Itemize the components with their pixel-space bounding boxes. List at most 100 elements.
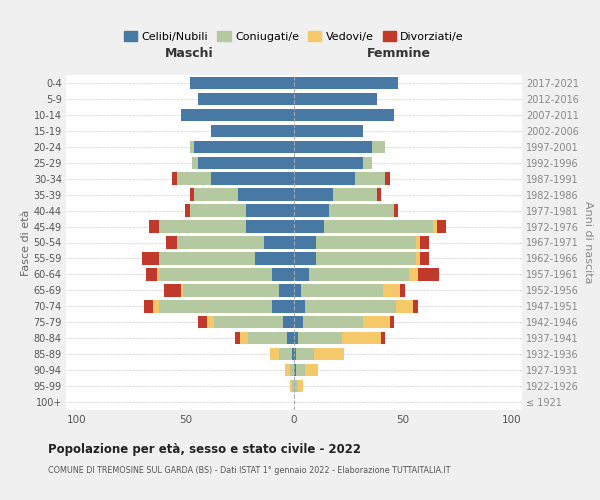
Bar	[400, 284, 405, 296]
Bar	[255, 252, 294, 264]
Bar	[246, 204, 294, 217]
Bar	[294, 252, 316, 264]
Bar	[383, 284, 400, 296]
Bar	[394, 204, 398, 217]
Bar	[294, 220, 325, 233]
Bar	[294, 204, 329, 217]
Bar	[192, 156, 199, 169]
Bar	[164, 284, 181, 296]
Bar	[381, 332, 385, 344]
Text: COMUNE DI TREMOSINE SUL GARDA (BS) - Dati ISTAT 1° gennaio 2022 - Elaborazione T: COMUNE DI TREMOSINE SUL GARDA (BS) - Dat…	[48, 466, 451, 475]
Bar	[294, 348, 296, 360]
Bar	[372, 140, 385, 153]
Bar	[433, 220, 437, 233]
Bar	[181, 108, 294, 121]
Bar	[385, 172, 389, 185]
Text: Femmine: Femmine	[367, 47, 431, 60]
Legend: Celibi/Nubili, Coniugati/e, Vedovi/e, Divorziati/e: Celibi/Nubili, Coniugati/e, Vedovi/e, Di…	[119, 27, 469, 46]
Bar	[190, 77, 294, 89]
Bar	[240, 332, 248, 344]
Bar	[355, 172, 385, 185]
Bar	[290, 380, 292, 392]
Bar	[194, 140, 294, 153]
Bar	[142, 252, 160, 264]
Bar	[160, 300, 272, 312]
Bar	[214, 316, 283, 328]
Bar	[185, 204, 190, 217]
Bar	[279, 348, 292, 360]
Bar	[149, 220, 160, 233]
Bar	[207, 316, 214, 328]
Bar	[211, 172, 294, 185]
Bar	[177, 236, 263, 248]
Bar	[263, 236, 294, 248]
Bar	[294, 316, 302, 328]
Bar	[160, 252, 255, 264]
Bar	[294, 92, 377, 105]
Bar	[329, 204, 394, 217]
Bar	[294, 108, 394, 121]
Bar	[283, 316, 294, 328]
Bar	[377, 188, 381, 201]
Bar	[294, 140, 372, 153]
Bar	[194, 188, 238, 201]
Bar	[157, 268, 160, 280]
Bar	[294, 188, 333, 201]
Bar	[294, 332, 298, 344]
Bar	[199, 156, 294, 169]
Bar	[294, 236, 316, 248]
Bar	[309, 268, 409, 280]
Bar	[290, 364, 294, 376]
Bar	[305, 364, 318, 376]
Bar	[146, 268, 157, 280]
Bar	[292, 380, 294, 392]
Bar	[314, 348, 344, 360]
Bar	[172, 172, 177, 185]
Bar	[301, 284, 383, 296]
Bar	[190, 188, 194, 201]
Bar	[183, 284, 279, 296]
Bar	[199, 92, 294, 105]
Bar	[364, 316, 389, 328]
Bar	[294, 156, 364, 169]
Bar	[153, 300, 160, 312]
Bar	[333, 188, 377, 201]
Bar	[305, 300, 396, 312]
Bar	[296, 364, 305, 376]
Bar	[248, 332, 287, 344]
Bar	[294, 77, 398, 89]
Bar	[325, 220, 433, 233]
Bar	[294, 172, 355, 185]
Bar	[144, 300, 153, 312]
Bar	[190, 140, 194, 153]
Bar	[294, 300, 305, 312]
Bar	[413, 300, 418, 312]
Bar	[342, 332, 381, 344]
Bar	[294, 380, 298, 392]
Bar	[246, 220, 294, 233]
Bar	[396, 300, 413, 312]
Bar	[238, 188, 294, 201]
Y-axis label: Fasce di età: Fasce di età	[20, 210, 31, 276]
Bar	[294, 364, 296, 376]
Bar	[389, 316, 394, 328]
Bar	[272, 268, 294, 280]
Bar	[420, 236, 428, 248]
Bar	[160, 268, 272, 280]
Bar	[409, 268, 418, 280]
Bar	[292, 348, 294, 360]
Bar	[416, 236, 420, 248]
Bar	[420, 252, 428, 264]
Bar	[294, 124, 364, 137]
Bar	[270, 348, 279, 360]
Y-axis label: Anni di nascita: Anni di nascita	[583, 201, 593, 284]
Bar	[235, 332, 240, 344]
Bar	[211, 124, 294, 137]
Bar	[298, 332, 342, 344]
Bar	[294, 268, 309, 280]
Bar	[364, 156, 372, 169]
Bar	[302, 316, 364, 328]
Bar	[166, 236, 177, 248]
Text: Popolazione per età, sesso e stato civile - 2022: Popolazione per età, sesso e stato civil…	[48, 442, 361, 456]
Bar	[177, 172, 211, 185]
